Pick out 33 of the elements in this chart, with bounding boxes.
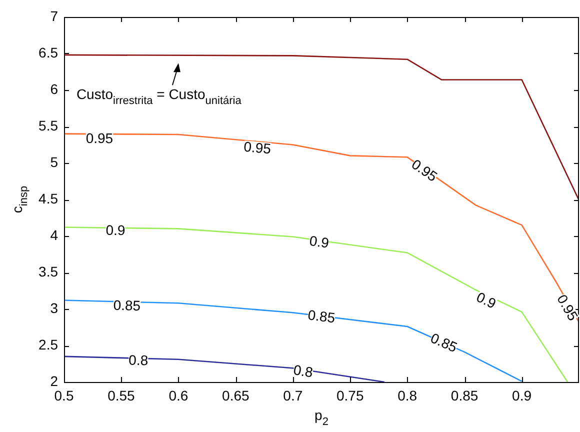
x-tick-label: 0.6 — [168, 387, 188, 404]
annotation: 0.85 — [428, 330, 460, 356]
y-tick-label: 4 — [50, 226, 58, 243]
y-tick-label: 6 — [50, 80, 58, 97]
y-tick-label: 2 — [50, 372, 58, 389]
annotation: 0.85 — [113, 296, 141, 314]
annotation: 0.9 — [474, 288, 499, 312]
x-tick-label: 0.7 — [283, 387, 303, 404]
y-tick-label: 5 — [50, 154, 58, 170]
x-tick-label: 0.65 — [222, 387, 250, 404]
annotation: 0.95 — [243, 138, 272, 157]
annotation: 0.95 — [86, 130, 114, 146]
y-tick-label: 7 — [50, 8, 58, 24]
x-tick-label: 0.75 — [336, 387, 364, 404]
annotation: 0.95 — [554, 292, 580, 324]
y-tick-label: 5.5 — [38, 117, 58, 134]
annotation: 0.9 — [308, 232, 330, 252]
y-tick-label: 3.5 — [38, 263, 58, 280]
x-tick-label: 0.85 — [450, 387, 478, 404]
annotation: 0.85 — [307, 306, 336, 326]
y-tick-label: 4.5 — [38, 190, 58, 206]
annotation: 0.95 — [408, 156, 441, 185]
x-tick-label: 0.8 — [398, 387, 418, 404]
y-tick-label: 3 — [50, 300, 58, 316]
y-tick-label: 6.5 — [38, 44, 58, 60]
x-tick-label: 0.5 — [54, 387, 74, 404]
x-tick-label: 0.9 — [512, 387, 532, 404]
y-tick-label: 2.5 — [38, 336, 58, 352]
annotation: 0.8 — [128, 352, 149, 368]
annotation: 0.8 — [292, 362, 314, 380]
annotation: 0.9 — [106, 222, 126, 238]
x-tick-label: 0.55 — [108, 387, 136, 404]
y-axis-title: cinsp — [9, 186, 30, 214]
